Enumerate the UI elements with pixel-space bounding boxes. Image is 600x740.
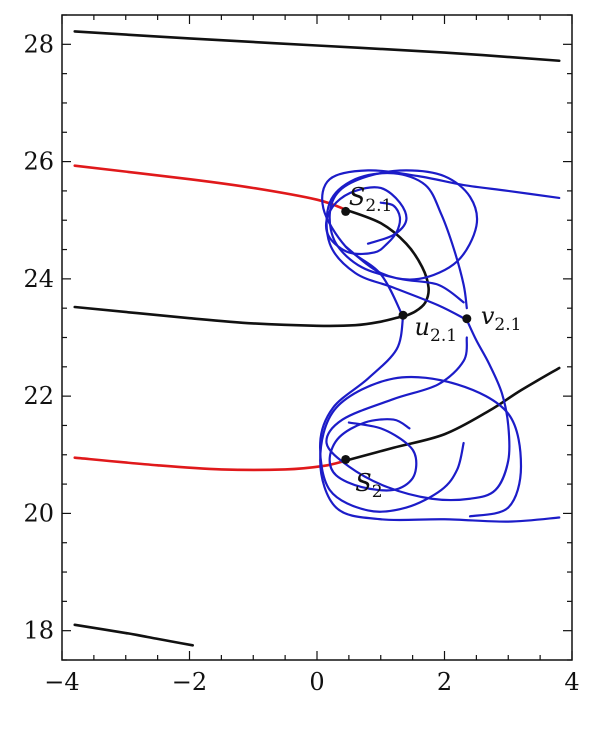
x-tick-label: 0 bbox=[309, 668, 324, 696]
point-label-3: S2 bbox=[355, 469, 382, 502]
point-label-2: v2.1 bbox=[481, 302, 522, 335]
series-black-curve-0 bbox=[73, 30, 561, 63]
series-blue-curve-8 bbox=[319, 315, 465, 513]
point-layer: S2.1 u2.1 v2.1 S2 bbox=[341, 183, 521, 502]
series-red-curve-3 bbox=[73, 164, 347, 211]
series-black-curve-1 bbox=[73, 623, 194, 647]
x-tick-label: −4 bbox=[44, 668, 79, 696]
y-tick-label: 22 bbox=[23, 382, 54, 410]
x-tick-label: 2 bbox=[437, 668, 452, 696]
series-black-curve-4 bbox=[344, 208, 430, 319]
fixed-point-u-2-1 bbox=[398, 310, 408, 320]
y-tick-label: 28 bbox=[23, 30, 54, 58]
series-blue-curve-11 bbox=[325, 171, 468, 322]
x-tick-label: −2 bbox=[172, 668, 207, 696]
series-blue-curve-9 bbox=[319, 375, 561, 523]
fixed-point-s-2-1 bbox=[341, 206, 351, 216]
series-red-curve-5 bbox=[73, 456, 347, 472]
series-blue-curve-13 bbox=[324, 186, 408, 256]
series-layer bbox=[73, 30, 561, 647]
series-black-curve-6 bbox=[344, 366, 561, 462]
y-tick-label: 24 bbox=[23, 265, 54, 293]
y-tick-label: 18 bbox=[23, 617, 54, 645]
point-label-0: S2.1 bbox=[349, 183, 393, 216]
fixed-point-s-2 bbox=[341, 454, 351, 464]
y-tick-label: 20 bbox=[23, 499, 54, 527]
x-tick-label: 4 bbox=[564, 668, 579, 696]
series-black-curve-2 bbox=[73, 305, 402, 328]
series-blue-curve-12 bbox=[328, 169, 479, 304]
y-tick-label: 26 bbox=[23, 148, 54, 176]
series-blue-curve-14 bbox=[328, 418, 418, 492]
series-blue-curve-10 bbox=[325, 318, 511, 502]
fixed-point-v-2-1 bbox=[462, 314, 472, 324]
plot-frame bbox=[61, 14, 573, 661]
point-label-1: u2.1 bbox=[415, 313, 458, 346]
